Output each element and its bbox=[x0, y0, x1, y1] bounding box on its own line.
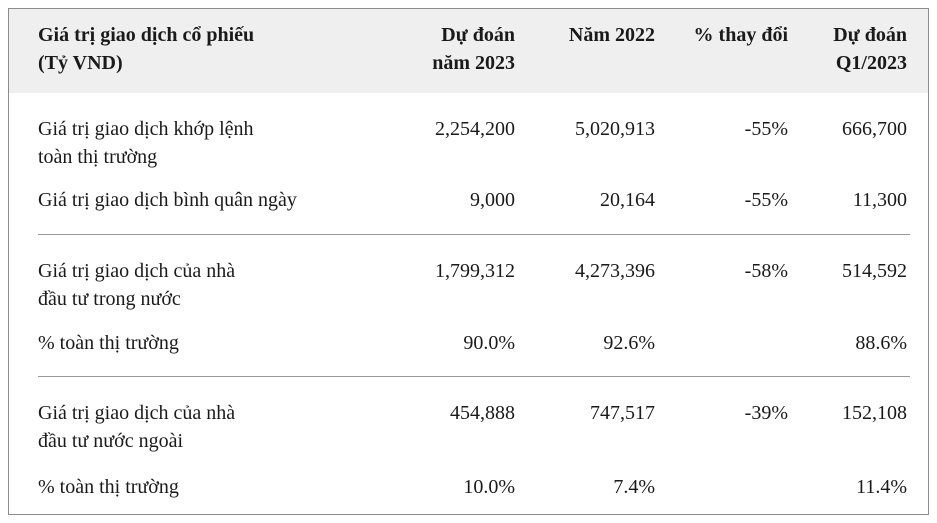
group-divider bbox=[38, 376, 910, 377]
group-divider bbox=[38, 234, 910, 235]
row-label: Giá trị giao dịch của nhà đầu tư nước ng… bbox=[38, 402, 236, 452]
change-value: -55% bbox=[744, 118, 788, 140]
stock-trading-value-table: Giá trị giao dịch cổ phiếu (Tỷ VND) Dự đ… bbox=[8, 8, 929, 515]
row-label: Giá trị giao dịch của nhà đầu tư trong n… bbox=[38, 260, 236, 310]
forecast-2023-value: 10.0% bbox=[463, 476, 515, 498]
forecast-q1-2023-value: 11.4% bbox=[856, 476, 907, 498]
change-value: -39% bbox=[744, 402, 788, 424]
header-forecast-q1-2023: Dự đoán Q1/2023 bbox=[833, 24, 907, 74]
forecast-q1-2023-value: 88.6% bbox=[855, 332, 907, 354]
header-year-2022: Năm 2022 bbox=[568, 24, 655, 46]
table-header: Giá trị giao dịch cổ phiếu (Tỷ VND) Dự đ… bbox=[9, 9, 928, 93]
forecast-2023-value: 90.0% bbox=[463, 332, 515, 354]
row-label: Giá trị giao dịch khớp lệnh toàn thị trư… bbox=[38, 118, 254, 168]
header-change: % thay đổi bbox=[693, 24, 788, 46]
forecast-2023-value: 2,254,200 bbox=[435, 118, 515, 140]
forecast-2023-value: 1,799,312 bbox=[435, 260, 515, 282]
row-label: % toàn thị trường bbox=[38, 476, 179, 498]
forecast-2023-value: 9,000 bbox=[470, 189, 515, 211]
forecast-q1-2023-value: 152,108 bbox=[842, 402, 907, 424]
forecast-q1-2023-value: 11,300 bbox=[852, 189, 907, 211]
change-value: -58% bbox=[744, 260, 788, 282]
row-label: Giá trị giao dịch bình quân ngày bbox=[38, 189, 297, 211]
header-forecast-2023: Dự đoán năm 2023 bbox=[432, 24, 515, 74]
forecast-q1-2023-value: 514,592 bbox=[842, 260, 907, 282]
year-2022-value: 92.6% bbox=[603, 332, 655, 354]
year-2022-value: 4,273,396 bbox=[575, 260, 655, 282]
year-2022-value: 747,517 bbox=[590, 402, 655, 424]
year-2022-value: 5,020,913 bbox=[575, 118, 655, 140]
year-2022-value: 20,164 bbox=[600, 189, 655, 211]
row-label: % toàn thị trường bbox=[38, 332, 179, 354]
header-label: Giá trị giao dịch cổ phiếu (Tỷ VND) bbox=[38, 24, 255, 74]
change-value: -55% bbox=[744, 189, 788, 211]
year-2022-value: 7.4% bbox=[613, 476, 655, 498]
forecast-2023-value: 454,888 bbox=[450, 402, 515, 424]
forecast-q1-2023-value: 666,700 bbox=[842, 118, 907, 140]
